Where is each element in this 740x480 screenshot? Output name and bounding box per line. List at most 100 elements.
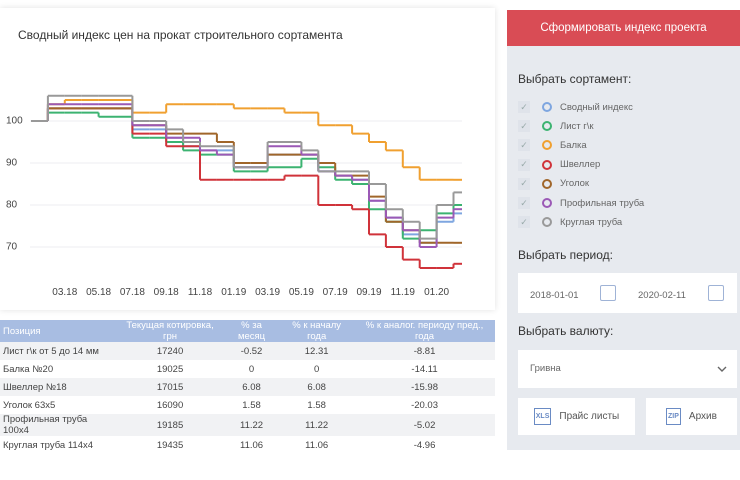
table-cell: 19435	[156, 439, 184, 451]
table-cell: Лист г\к от 5 до 14 мм	[0, 342, 117, 360]
table-cell: 17015	[116, 378, 224, 396]
x-tick-label: 03.18	[52, 287, 77, 298]
archive-text: Архив	[688, 411, 717, 422]
series	[31, 107, 462, 244]
table-cell: 11.22	[279, 414, 355, 436]
x-tick-label: 09.18	[154, 287, 179, 298]
column-header: % к началу года	[279, 320, 355, 342]
data-table: Позиция Текущая котировка, грн% за месяц%…	[0, 320, 495, 454]
legend-dot	[542, 140, 552, 151]
table-cell: 6.08	[223, 378, 280, 396]
legend-dot	[542, 217, 552, 228]
date-from[interactable]: 2018-01-01	[530, 290, 579, 301]
series	[31, 103, 462, 248]
chevron	[717, 366, 727, 372]
legend-item[interactable]: ✓ Профильная труба	[518, 194, 644, 212]
calendar-icon[interactable]	[600, 285, 616, 301]
table-cell: -4.96	[413, 439, 436, 451]
table-row: Швеллер №18 17015 6.08 6.08 -15.98	[0, 378, 495, 396]
x-tick-label: 11.19	[391, 287, 416, 298]
table-cell: 19185	[116, 414, 224, 436]
step-connector	[46, 112, 455, 239]
table-cell: Швеллер №18	[0, 378, 117, 396]
zip-icon: ZIP	[666, 408, 681, 425]
table-header: Позиция Текущая котировка, грн% за месяц%…	[0, 320, 495, 342]
legend-item[interactable]: ✓ Уголок	[518, 175, 589, 193]
assortment-label: Выбрать сортамент:	[518, 72, 632, 86]
date-range: 2018-01-01 2020-02-11	[518, 273, 737, 313]
legend-label: Круглая труба	[560, 216, 623, 228]
column-header: Позиция	[0, 320, 117, 342]
table-cell: 19025	[156, 363, 184, 375]
x-tick-label: 11.18	[188, 287, 213, 298]
checkbox: ✓	[518, 197, 530, 209]
legend-label: Сводный индекс	[560, 101, 633, 113]
y-tick-label: 70	[6, 242, 18, 253]
xls-icon: XLS	[533, 408, 552, 425]
x-tick-label: 05.19	[289, 287, 314, 298]
table-row: Профильная труба 100х4 19185 11.22 11.22 -5.…	[0, 414, 495, 436]
price-text: Прайс листы	[559, 411, 620, 422]
table-cell: 1.58	[307, 399, 326, 411]
calendar-icon[interactable]	[708, 285, 724, 301]
legend-dot	[542, 178, 552, 189]
x-tick-label: 07.19	[323, 287, 348, 298]
legend-dot	[542, 198, 552, 208]
legend-item[interactable]: ✓ Сводный индекс	[518, 98, 633, 116]
table-row: Лист г\к от 5 до 14 мм 17240 -0.52 12.31 -8.…	[0, 342, 495, 360]
table-cell: 12.31	[279, 342, 355, 360]
checkbox: ✓	[518, 158, 530, 171]
currency-select[interactable]: Гривна	[518, 350, 737, 388]
period-label: Выбрать период:	[518, 248, 613, 262]
checkbox: ✓	[518, 101, 530, 113]
table-cell: -0.52	[223, 342, 280, 360]
table-cell: Уголок 63х5	[3, 399, 56, 411]
legend-item[interactable]: ✓ Швеллер	[518, 156, 600, 174]
checkbox: ✓	[518, 139, 530, 152]
checkbox: ✓	[518, 120, 530, 133]
x-tick-label: 01.19	[221, 287, 246, 298]
legend-label: Балка	[560, 139, 587, 151]
legend-label: Профильная труба	[560, 197, 645, 209]
step-connector	[46, 108, 455, 268]
y-tick-label: 90	[6, 158, 18, 169]
checkbox: ✓	[518, 216, 530, 229]
table-cell: 11.22	[223, 414, 280, 436]
x-tick-label: 05.18	[86, 287, 111, 298]
column-header: % за месяц	[223, 320, 280, 342]
table-cell: -20.03	[411, 399, 438, 411]
price-button[interactable]: XLS Прайс листы	[518, 398, 635, 435]
legend-item[interactable]: ✓ Балка	[518, 136, 587, 154]
table-row: Уголок 63х5 16090 1.58 1.58 -20.03	[0, 396, 495, 414]
x-tick-label: 09.19	[356, 287, 381, 298]
y-tick-label: 80	[6, 200, 18, 211]
table-cell: -15.98	[354, 378, 495, 396]
table-row: Круглая труба 114х4 19435 11.06 11.06 -4.96	[0, 436, 495, 454]
column-header: % к аналог. периоду пред., года	[354, 320, 495, 342]
legend-item[interactable]: ✓ Лист г\к	[518, 117, 594, 135]
sidebar: Сформировать индекс проекта Выбрать сорт…	[507, 10, 740, 450]
legend-label: Лист г\к	[560, 120, 594, 132]
series	[31, 111, 462, 240]
column-header: Текущая котировка, грн	[116, 320, 224, 342]
checkbox: ✓	[518, 177, 530, 190]
table-cell: Балка №20	[3, 363, 54, 375]
x-tick-label: 01.20	[424, 287, 449, 298]
table-cell: 1.58	[242, 399, 261, 411]
legend-item[interactable]: ✓ Круглая труба	[518, 213, 622, 231]
y-tick-label: 100	[6, 116, 23, 127]
x-tick-label: 07.18	[120, 287, 145, 298]
legend-label: Уголок	[560, 178, 590, 190]
table-cell: 11.06	[239, 439, 264, 451]
table-cell: 6.08	[279, 378, 355, 396]
table-cell: 17240	[116, 342, 224, 360]
date-to[interactable]: 2020-02-11	[638, 290, 686, 301]
archive-button[interactable]: ZIP Архив	[646, 398, 737, 435]
generate-button[interactable]: Сформировать индекс проекта	[507, 10, 740, 46]
step-connector	[46, 104, 455, 247]
x-tick-label: 03.19	[255, 287, 280, 298]
chart-title: Сводный индекс цен на прокат строительно…	[18, 28, 343, 42]
table-cell: 11.06	[305, 439, 329, 451]
legend-dot	[542, 121, 552, 132]
